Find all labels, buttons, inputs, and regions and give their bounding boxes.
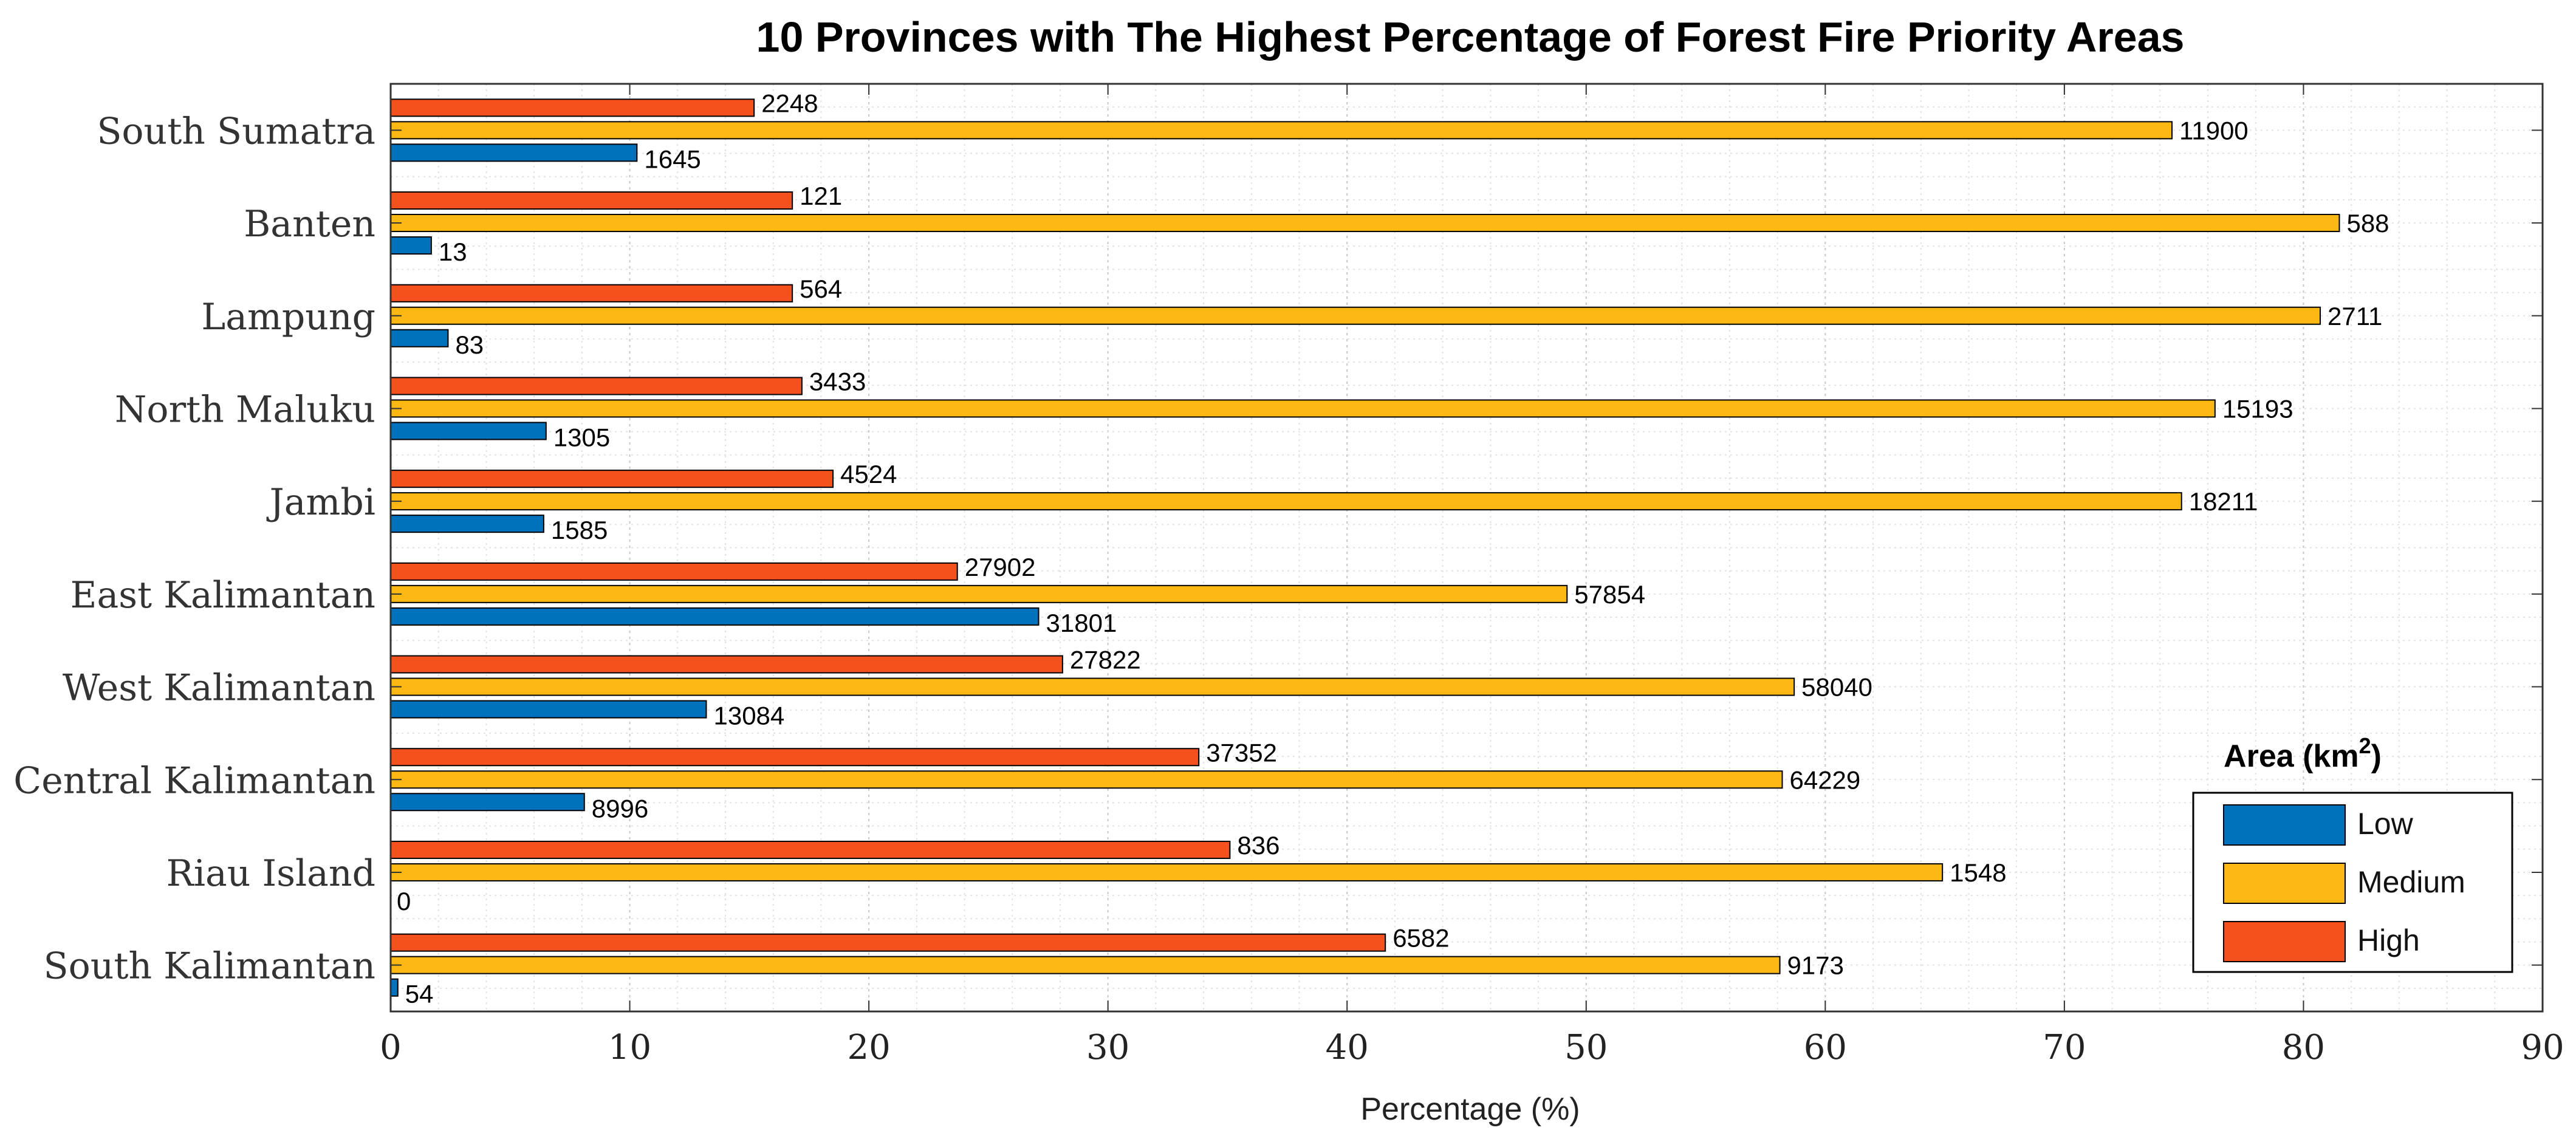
bar-high: [390, 98, 755, 117]
bar-low: [390, 607, 1040, 626]
bar-low: [390, 422, 547, 440]
bar-low: [390, 700, 707, 719]
data-label-high: 564: [800, 275, 842, 303]
category-label: West Kalimantan: [63, 667, 375, 710]
data-label-medium: 1548: [1950, 858, 2006, 887]
category-label: North Maluku: [115, 388, 375, 431]
data-label-high: 836: [1237, 831, 1279, 860]
data-label-medium: 64229: [1789, 765, 1860, 794]
bar-medium: [390, 770, 1783, 789]
data-label-high: 121: [800, 182, 842, 210]
data-label-low: 13: [439, 238, 467, 266]
x-tick-label: 10: [608, 1028, 651, 1067]
x-tick-label: 90: [2521, 1028, 2564, 1067]
x-tick-label: 80: [2282, 1028, 2325, 1067]
bar-low: [390, 329, 449, 347]
x-tick-label: 30: [1086, 1028, 1129, 1067]
data-label-medium: 58040: [1801, 673, 1872, 702]
data-label-low: 8996: [592, 794, 648, 823]
bar-medium: [390, 214, 2340, 233]
category-label: South Sumatra: [97, 110, 375, 152]
category-labels: South Sumatra Banten Lampung North Maluku Ja…: [13, 110, 375, 987]
data-label-low: 54: [405, 980, 434, 1008]
category-label: South Kalimantan: [43, 945, 375, 988]
x-tick-label: 0: [380, 1028, 402, 1067]
bar-high: [390, 562, 958, 581]
legend-swatch-medium: [2223, 863, 2346, 904]
x-tick-label: 20: [847, 1028, 890, 1067]
bar-low: [390, 143, 638, 162]
legend-swatch-high: [2223, 921, 2346, 962]
bar-high: [390, 748, 1200, 767]
x-tick-label: 70: [2043, 1028, 2086, 1067]
data-label-medium: 2711: [2328, 302, 2382, 330]
bar-high: [390, 840, 1231, 859]
bar-medium: [390, 677, 1795, 696]
x-tick-labels: 0 10 20 30 40 50 60 70 80 90: [380, 84, 2564, 1067]
bar-high: [390, 191, 793, 210]
plot-frame: [389, 83, 2544, 1013]
bar-medium: [390, 584, 1568, 603]
x-tick-label: 60: [1804, 1028, 1847, 1067]
data-label-high: 27902: [965, 553, 1036, 581]
data-label-high: 3433: [809, 367, 866, 395]
data-label-medium: 15193: [2222, 394, 2293, 423]
data-label-low: 83: [455, 330, 484, 359]
x-tick-label: 50: [1564, 1028, 1608, 1067]
legend: Area (km2) Low Medium High: [2192, 733, 2513, 973]
category-label: East Kalimantan: [70, 574, 375, 617]
x-tick-label: 40: [1326, 1028, 1369, 1067]
x-axis-title: Percentage (%): [1360, 1092, 1580, 1127]
bar-medium: [390, 863, 1944, 881]
data-label-medium: 9173: [1787, 951, 1844, 980]
category-label: Lampung: [201, 296, 375, 338]
data-label-low: 0: [397, 887, 411, 915]
category-label: Jambi: [266, 481, 375, 524]
category-label: Riau Island: [166, 852, 375, 895]
bar-low: [390, 978, 399, 997]
data-label-high: 2248: [761, 89, 818, 117]
bars-group: [390, 98, 2340, 997]
bar-medium: [390, 306, 2321, 325]
bar-low: [390, 515, 544, 533]
category-label: Banten: [244, 203, 375, 245]
grid-lines: [391, 84, 2543, 1011]
data-label-high: 4524: [840, 460, 897, 488]
bar-low: [390, 793, 585, 812]
data-label-low: 1305: [553, 423, 610, 451]
data-label-medium: 11900: [2179, 116, 2249, 145]
bar-medium: [390, 956, 1781, 974]
legend-title: Area (km2): [2224, 733, 2382, 774]
category-label: Central Kalimantan: [13, 759, 375, 802]
bar-high: [390, 284, 793, 303]
data-label-medium: 57854: [1574, 580, 1645, 609]
legend-label-low: Low: [2357, 807, 2414, 841]
legend-label-medium: Medium: [2357, 865, 2465, 899]
data-label-medium: 588: [2346, 209, 2389, 238]
bar-high: [390, 470, 834, 488]
data-label-low: 1585: [551, 516, 608, 544]
data-label-high: 27822: [1070, 646, 1141, 674]
bar-high: [390, 655, 1063, 674]
legend-label-high: High: [2357, 923, 2420, 957]
bar-high: [390, 377, 803, 395]
data-label-low: 13084: [713, 702, 784, 730]
bar-medium: [390, 399, 2216, 418]
legend-swatch-low: [2223, 804, 2346, 846]
axes-box: [389, 83, 2544, 1013]
bar-low: [390, 236, 432, 255]
bar-medium: [390, 121, 2173, 140]
data-label-high: 37352: [1206, 738, 1277, 767]
data-label-high: 6582: [1392, 924, 1449, 953]
data-label-low: 31801: [1046, 609, 1117, 637]
data-label-low: 1645: [644, 145, 701, 173]
bar-high: [390, 933, 1386, 952]
data-label-medium: 18211: [2189, 487, 2258, 516]
value-labels: 2248 11900 1645 121 588 13 564 2711 83 3433 15193 1…: [397, 89, 2389, 1008]
chart-title: 10 Provinces with The Highest Percentage…: [756, 13, 2185, 61]
bar-medium: [390, 492, 2182, 511]
